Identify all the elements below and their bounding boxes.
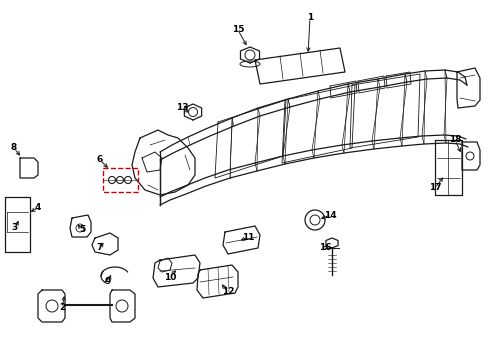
Text: 7: 7 — [97, 243, 103, 252]
Text: 18: 18 — [448, 135, 460, 144]
Text: 6: 6 — [97, 156, 103, 165]
Text: 14: 14 — [323, 211, 336, 220]
Text: 4: 4 — [35, 203, 41, 212]
Text: 1: 1 — [306, 13, 312, 22]
Text: 5: 5 — [79, 225, 85, 234]
Text: 13: 13 — [175, 104, 188, 112]
Text: 3: 3 — [12, 224, 18, 233]
Text: 9: 9 — [104, 278, 111, 287]
Text: 10: 10 — [163, 273, 176, 282]
Text: 2: 2 — [59, 303, 65, 312]
Text: 8: 8 — [11, 144, 17, 153]
Text: 15: 15 — [231, 26, 244, 35]
Text: 12: 12 — [221, 288, 234, 297]
Text: 11: 11 — [241, 233, 254, 242]
Text: 16: 16 — [318, 243, 330, 252]
Text: 17: 17 — [428, 184, 440, 193]
